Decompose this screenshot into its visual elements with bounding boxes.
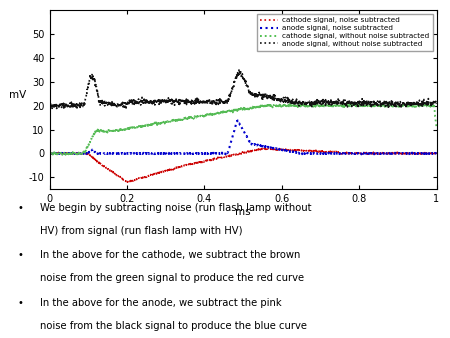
anode signal, without noise subtracted: [352, 103, 357, 107]
cathode signal, without noise subtracted: [67, 151, 72, 155]
cathode signal, noise subtracted: [127, 180, 132, 184]
cathode signal, noise subtracted: [352, 151, 357, 155]
anode signal, noise subtracted: [434, 151, 439, 155]
Text: In the above for the anode, we subtract the pink: In the above for the anode, we subtract …: [40, 298, 281, 308]
cathode signal, noise subtracted: [262, 146, 267, 150]
anode signal, noise subtracted: [225, 151, 230, 155]
cathode signal, noise subtracted: [225, 153, 230, 158]
cathode signal, noise subtracted: [67, 151, 72, 155]
cathode signal, noise subtracted: [47, 152, 52, 156]
anode signal, noise subtracted: [235, 119, 241, 123]
anode signal, without noise subtracted: [237, 67, 242, 71]
cathode signal, without noise subtracted: [379, 102, 384, 106]
cathode signal, without noise subtracted: [235, 106, 241, 111]
Line: anode signal, without noise subtracted: anode signal, without noise subtracted: [50, 69, 436, 110]
anode signal, noise subtracted: [47, 152, 52, 156]
cathode signal, without noise subtracted: [47, 152, 52, 156]
cathode signal, without noise subtracted: [423, 104, 428, 108]
Text: noise from the green signal to produce the red curve: noise from the green signal to produce t…: [40, 273, 304, 283]
cathode signal, without noise subtracted: [423, 105, 428, 109]
Text: •: •: [18, 250, 23, 260]
anode signal, without noise subtracted: [61, 107, 67, 112]
cathode signal, without noise subtracted: [434, 126, 439, 130]
anode signal, noise subtracted: [352, 152, 357, 156]
anode signal, without noise subtracted: [67, 105, 72, 109]
anode signal, without noise subtracted: [225, 98, 230, 102]
cathode signal, without noise subtracted: [51, 153, 57, 157]
Text: HV) from signal (run flash lamp with HV): HV) from signal (run flash lamp with HV): [40, 226, 242, 236]
cathode signal, noise subtracted: [235, 153, 241, 157]
Line: cathode signal, without noise subtracted: cathode signal, without noise subtracted: [50, 104, 436, 155]
anode signal, noise subtracted: [67, 152, 72, 156]
Text: •: •: [18, 203, 23, 213]
cathode signal, noise subtracted: [423, 152, 428, 156]
Text: We begin by subtracting noise (run flash lamp without: We begin by subtracting noise (run flash…: [40, 203, 311, 213]
Text: •: •: [18, 298, 23, 308]
Text: In the above for the cathode, we subtract the brown: In the above for the cathode, we subtrac…: [40, 250, 300, 260]
anode signal, without noise subtracted: [423, 101, 428, 105]
anode signal, noise subtracted: [423, 151, 428, 155]
anode signal, without noise subtracted: [47, 103, 52, 107]
Line: anode signal, noise subtracted: anode signal, noise subtracted: [50, 120, 436, 154]
Legend: cathode signal, noise subtracted, anode signal, noise subtracted, cathode signal: cathode signal, noise subtracted, anode …: [257, 14, 433, 51]
cathode signal, without noise subtracted: [352, 103, 357, 107]
Y-axis label: mV: mV: [9, 90, 27, 100]
Text: noise from the black signal to produce the blue curve: noise from the black signal to produce t…: [40, 321, 307, 331]
cathode signal, without noise subtracted: [225, 110, 230, 114]
anode signal, noise subtracted: [235, 118, 240, 122]
anode signal, without noise subtracted: [235, 72, 241, 76]
X-axis label: ms: ms: [235, 207, 251, 217]
Line: cathode signal, noise subtracted: cathode signal, noise subtracted: [50, 148, 436, 182]
anode signal, without noise subtracted: [423, 102, 428, 106]
anode signal, without noise subtracted: [434, 102, 439, 106]
anode signal, noise subtracted: [359, 152, 364, 156]
cathode signal, noise subtracted: [423, 151, 428, 155]
cathode signal, noise subtracted: [434, 152, 439, 156]
anode signal, noise subtracted: [423, 152, 428, 156]
